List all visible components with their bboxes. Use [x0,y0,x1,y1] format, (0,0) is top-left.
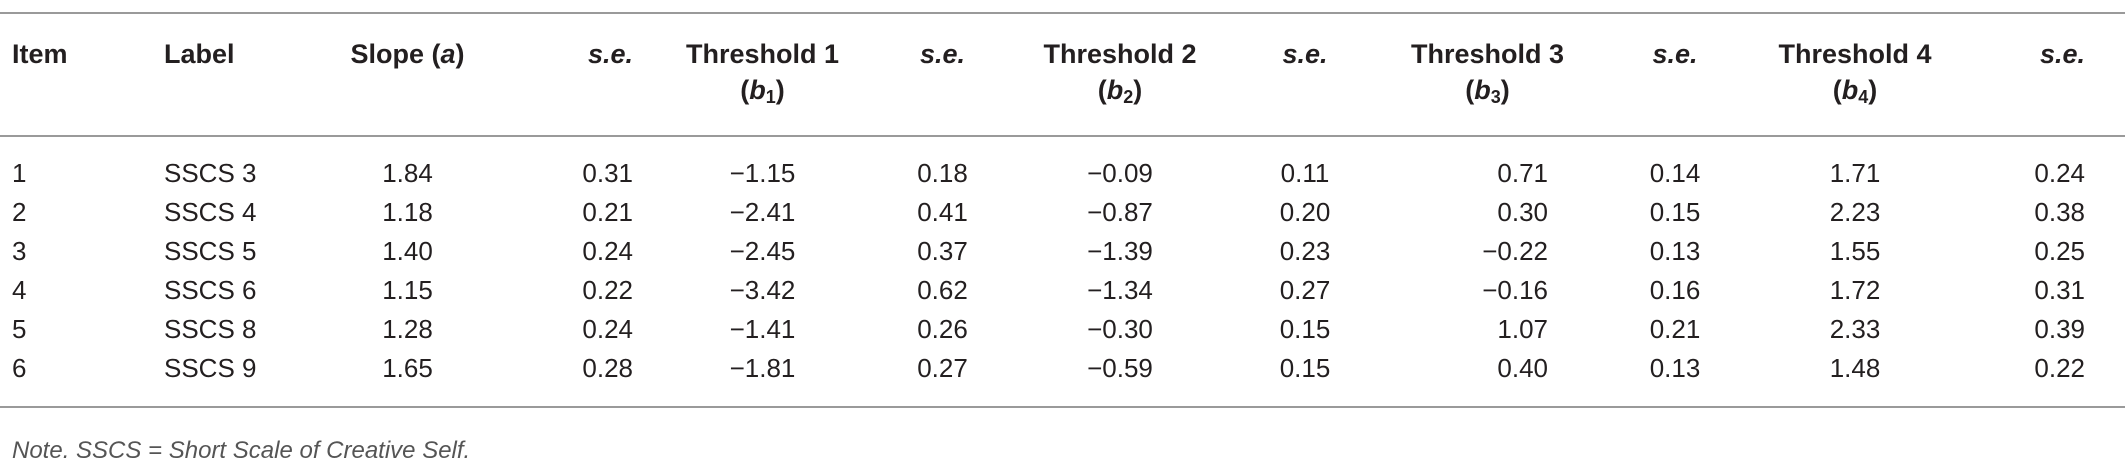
col-header-item: Item [0,12,150,137]
table-header-row: Item Label Slope (a) s.e. Threshold 1 (b… [0,12,2125,137]
cell-threshold-4: 1.72 [1829,275,1881,305]
cell-se: 0.25 [2034,236,2085,266]
cell-se: 0.22 [582,275,633,305]
cell-se: 0.39 [2034,314,2085,344]
cell-se: 0.18 [917,158,968,188]
table-row: 5 SSCS 8 1.28 0.24 −1.41 0.26 −0.30 0.15… [0,310,2125,349]
cell-threshold-3: −0.16 [1482,275,1548,305]
col-header-se: s.e. [1235,12,1375,137]
cell-item: 1 [12,158,27,188]
cell-se: 0.15 [1279,314,1331,344]
irt-parameter-table: Item Label Slope (a) s.e. Threshold 1 (b… [0,12,2125,408]
cell-threshold-2: −1.39 [1087,236,1153,266]
cell-se: 0.31 [2034,275,2085,305]
table-row: 1 SSCS 3 1.84 0.31 −1.15 0.18 −0.09 0.11… [0,136,2125,193]
cell-label: SSCS 8 [164,314,257,344]
cell-se: 0.21 [1649,314,1701,344]
cell-slope: 1.40 [382,236,433,266]
col-header-se: s.e. [880,12,1005,137]
cell-threshold-2: −0.87 [1087,197,1153,227]
col-header-threshold-4: Threshold 4 (b4) [1750,12,1960,137]
cell-threshold-1: −2.41 [729,197,796,227]
cell-se: 0.27 [880,349,1005,408]
cell-se: 0.11 [1280,158,1330,188]
cell-se: 0.23 [1279,236,1331,266]
cell-se: 0.22 [1960,349,2125,408]
col-header-slope: Slope (a) [320,12,495,137]
cell-se: 0.38 [2034,197,2085,227]
cell-slope: 1.15 [382,275,433,305]
cell-se: 0.21 [582,197,633,227]
col-header-se: s.e. [495,12,645,137]
cell-threshold-2: −0.59 [1005,349,1235,408]
cell-threshold-2: −0.09 [1087,158,1153,188]
col-header-se: s.e. [1960,12,2125,137]
cell-se: 0.13 [1649,236,1701,266]
cell-item: 4 [12,275,27,305]
cell-threshold-1: −1.81 [645,349,880,408]
cell-item: 5 [12,314,27,344]
cell-se: 0.15 [1649,197,1701,227]
cell-label: SSCS 5 [164,236,257,266]
cell-item: 6 [0,349,150,408]
cell-threshold-3: 1.07 [1497,314,1548,344]
col-header-threshold-1: Threshold 1 (b1) [645,12,880,137]
cell-threshold-4: 2.23 [1829,197,1881,227]
cell-label: SSCS 3 [164,158,257,188]
cell-se: 0.14 [1649,158,1701,188]
cell-label: SSCS 6 [164,275,257,305]
cell-threshold-1: −1.41 [729,314,796,344]
table-row: 2 SSCS 4 1.18 0.21 −2.41 0.41 −0.87 0.20… [0,193,2125,232]
cell-se: 0.16 [1649,275,1701,305]
cell-item: 2 [12,197,27,227]
cell-slope: 1.65 [320,349,495,408]
cell-threshold-3: 0.71 [1497,158,1548,188]
cell-slope: 1.84 [382,158,433,188]
cell-se: 0.24 [582,236,633,266]
col-header-se: s.e. [1600,12,1750,137]
cell-se: 0.24 [582,314,633,344]
cell-se: 0.26 [917,314,968,344]
cell-se: 0.31 [582,158,633,188]
cell-slope: 1.28 [382,314,433,344]
cell-se: 0.41 [917,197,968,227]
cell-se: 0.27 [1279,275,1331,305]
cell-slope: 1.18 [382,197,433,227]
cell-se: 0.62 [917,275,968,305]
cell-threshold-4: 1.48 [1750,349,1960,408]
cell-threshold-1: −2.45 [729,236,796,266]
cell-threshold-1: −1.15 [729,158,796,188]
col-header-threshold-3: Threshold 3 (b3) [1375,12,1600,137]
cell-se: 0.24 [2034,158,2085,188]
cell-threshold-3: −0.22 [1482,236,1548,266]
cell-threshold-4: 1.55 [1829,236,1881,266]
table-row: 3 SSCS 5 1.40 0.24 −2.45 0.37 −1.39 0.23… [0,232,2125,271]
cell-threshold-4: 2.33 [1829,314,1881,344]
col-header-label: Label [150,12,320,137]
table-note: Note. SSCS = Short Scale of Creative Sel… [12,437,471,464]
cell-se: 0.37 [917,236,968,266]
cell-threshold-3: 0.30 [1497,197,1548,227]
cell-se: 0.20 [1279,197,1331,227]
cell-se: 0.15 [1235,349,1375,408]
cell-item: 3 [12,236,27,266]
cell-se: 0.13 [1600,349,1750,408]
cell-label: SSCS 9 [150,349,320,408]
table-row: 4 SSCS 6 1.15 0.22 −3.42 0.62 −1.34 0.27… [0,271,2125,310]
col-header-threshold-2: Threshold 2 (b2) [1005,12,1235,137]
cell-label: SSCS 4 [164,197,257,227]
cell-threshold-4: 1.71 [1829,158,1881,188]
cell-threshold-2: −1.34 [1087,275,1153,305]
cell-threshold-1: −3.42 [729,275,796,305]
cell-threshold-2: −0.30 [1087,314,1153,344]
table-row: 6 SSCS 9 1.65 0.28 −1.81 0.27 −0.59 0.15… [0,349,2125,408]
cell-threshold-3: 0.40 [1375,349,1600,408]
cell-se: 0.28 [495,349,645,408]
